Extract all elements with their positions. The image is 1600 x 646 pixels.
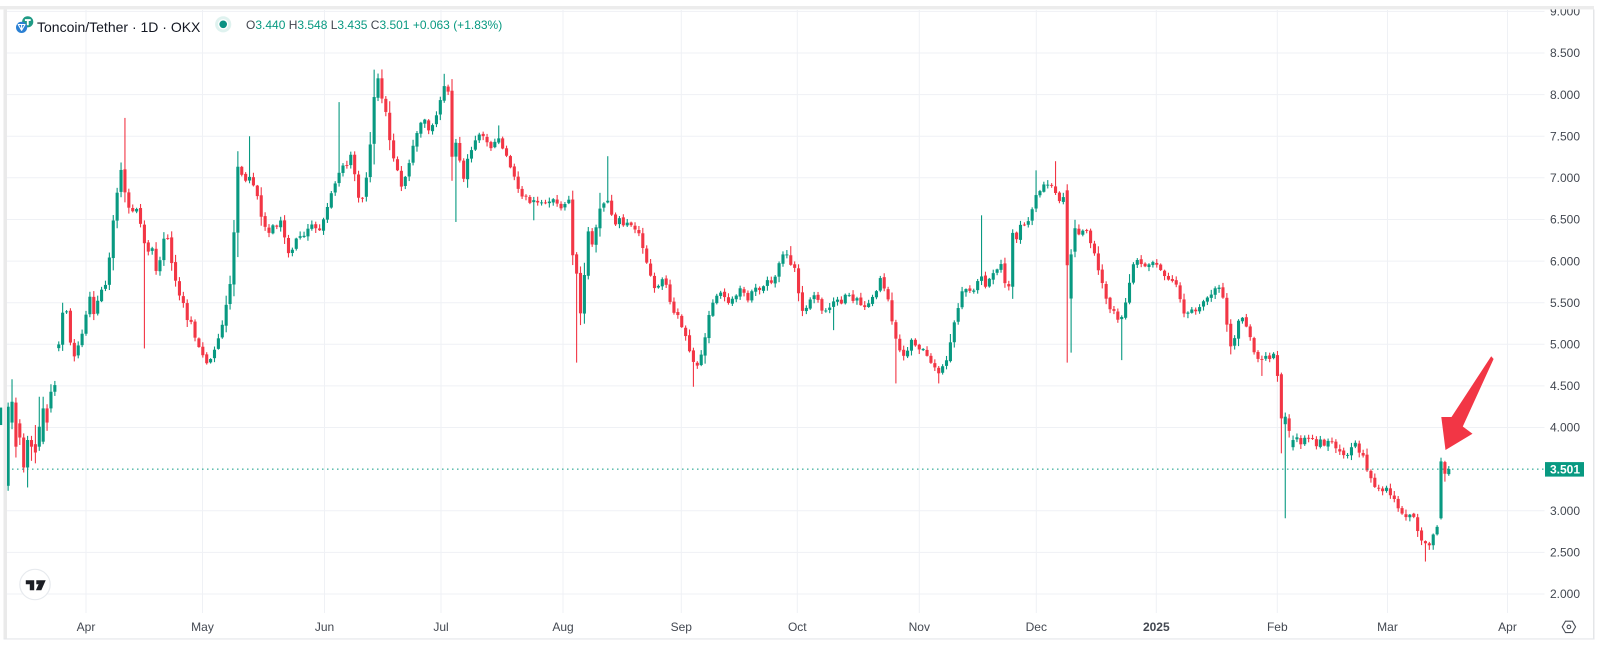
svg-text:7.500: 7.500 bbox=[1550, 129, 1580, 143]
svg-text:3.501: 3.501 bbox=[1550, 462, 1580, 476]
svg-text:Apr: Apr bbox=[1498, 620, 1517, 634]
svg-text:Oct: Oct bbox=[788, 620, 807, 634]
svg-text:8.000: 8.000 bbox=[1550, 88, 1580, 102]
svg-text:Dec: Dec bbox=[1026, 620, 1047, 634]
svg-text:Apr: Apr bbox=[77, 620, 96, 634]
svg-text:Sep: Sep bbox=[671, 620, 693, 634]
svg-text:8.500: 8.500 bbox=[1550, 46, 1580, 60]
svg-text:May: May bbox=[191, 620, 214, 634]
svg-text:4.000: 4.000 bbox=[1550, 421, 1580, 435]
svg-text:Aug: Aug bbox=[552, 620, 573, 634]
svg-text:Jun: Jun bbox=[315, 620, 334, 634]
svg-text:Mar: Mar bbox=[1377, 620, 1398, 634]
svg-text:3.000: 3.000 bbox=[1550, 504, 1580, 518]
svg-text:Toncoin/Tether · 1D · OKX: Toncoin/Tether · 1D · OKX bbox=[37, 19, 201, 35]
svg-text:7.000: 7.000 bbox=[1550, 171, 1580, 185]
svg-text:5.000: 5.000 bbox=[1550, 338, 1580, 352]
svg-text:6.000: 6.000 bbox=[1550, 254, 1580, 268]
svg-text:4.500: 4.500 bbox=[1550, 379, 1580, 393]
svg-text:2025: 2025 bbox=[1143, 620, 1170, 634]
svg-text:5.500: 5.500 bbox=[1550, 296, 1580, 310]
svg-text:2.000: 2.000 bbox=[1550, 587, 1580, 601]
svg-text:Feb: Feb bbox=[1267, 620, 1288, 634]
svg-text:Jul: Jul bbox=[433, 620, 448, 634]
svg-text:Nov: Nov bbox=[909, 620, 930, 634]
svg-text:O3.440 H3.548 L3.435 C3.501 +0: O3.440 H3.548 L3.435 C3.501 +0.063 (+1.8… bbox=[246, 18, 502, 32]
svg-text:2.500: 2.500 bbox=[1550, 546, 1580, 560]
svg-text:6.500: 6.500 bbox=[1550, 213, 1580, 227]
